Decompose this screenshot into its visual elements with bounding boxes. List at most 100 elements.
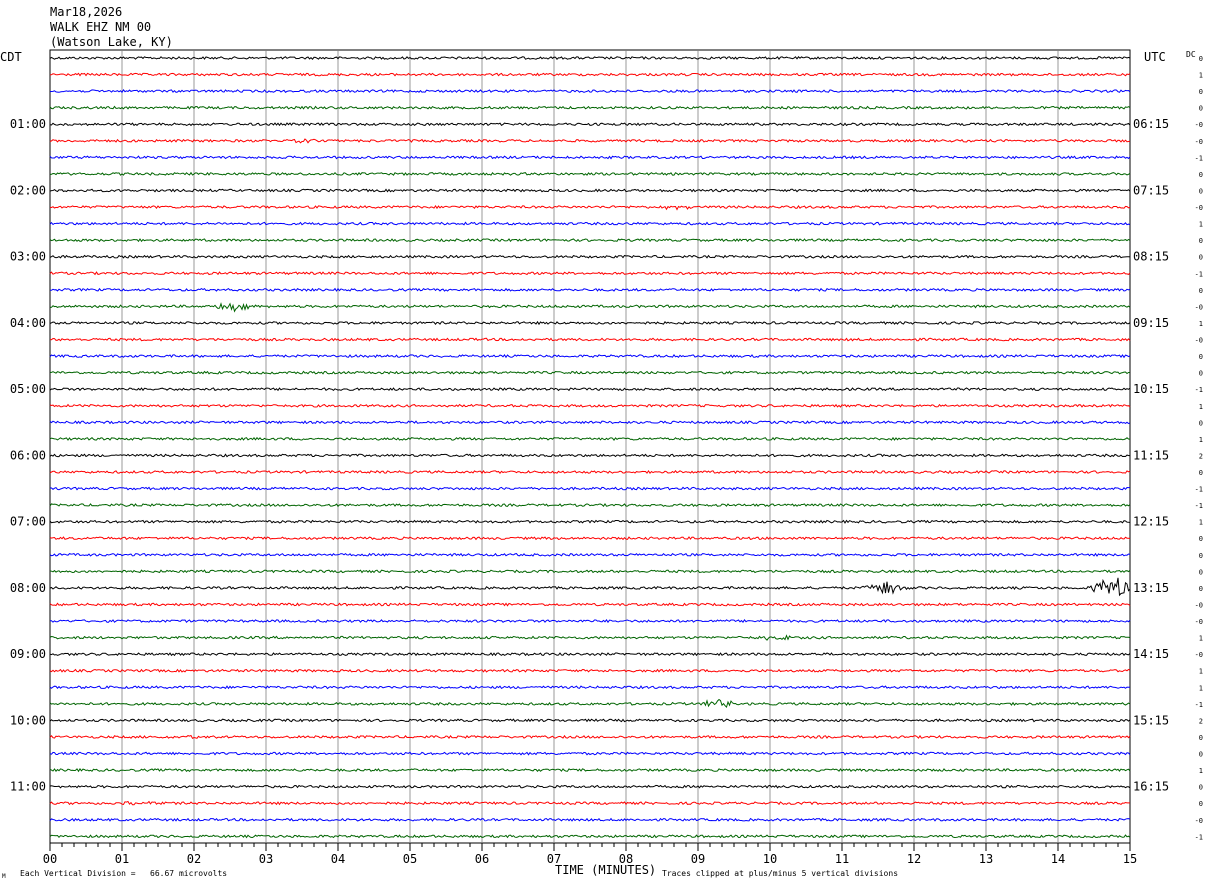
trace-line (49, 577, 1131, 597)
utc-hour-labels: 06:15 07:15 08:15 09:15 10:15 11:15 12:15 13:15… (1133, 117, 1169, 793)
trace-line (49, 469, 1131, 475)
trace-line (49, 287, 1131, 292)
header-date: Mar18,2026 (50, 5, 122, 19)
cdt-hour-label: 09:00 (10, 647, 46, 661)
utc-hour-label: 08:15 (1133, 250, 1169, 264)
x-axis-title: TIME (MINUTES) (555, 863, 656, 877)
utc-hour-label: 13:15 (1133, 581, 1169, 595)
trace-line (49, 155, 1131, 160)
dc-offset-label: 0 (1199, 353, 1203, 361)
dc-offset-label: -0 (1195, 204, 1203, 212)
dc-offset-label: 2 (1199, 717, 1203, 725)
dc-offset-label: 1 (1199, 519, 1203, 527)
dc-offset-label: 1 (1199, 635, 1203, 643)
plot-frame (49, 49, 1131, 844)
trace-line (49, 403, 1131, 408)
dc-offset-label: 0 (1199, 751, 1203, 759)
dc-offset-label: 0 (1199, 784, 1203, 792)
trace-line (49, 221, 1131, 226)
dc-label: DC (1186, 50, 1196, 59)
trace-line (49, 634, 1131, 641)
trace-line (49, 354, 1131, 359)
trace-line (49, 502, 1131, 508)
utc-hour-label: 15:15 (1133, 713, 1169, 727)
trace-line (49, 602, 1131, 607)
x-tick-label: 07 (547, 852, 561, 866)
trace-line (49, 254, 1131, 259)
trace-line (49, 453, 1131, 458)
trace-line (49, 238, 1131, 243)
footer-scale-text: Each Vertical Division = 66.67 microvolt… (20, 869, 227, 878)
utc-hour-label: 10:15 (1133, 382, 1169, 396)
trace-line (49, 718, 1131, 723)
trace-line (49, 751, 1131, 756)
time-axis: 00 01 02 03 04 05 06 07 08 09 10 11 12 13 14 15 (43, 843, 1137, 866)
trace-line (49, 320, 1131, 326)
trace-line (49, 387, 1131, 392)
right-timezone-label: UTC (1144, 50, 1166, 64)
cdt-hour-label: 11:00 (10, 780, 46, 794)
trace-line (49, 800, 1131, 806)
dc-offset-label: -1 (1195, 502, 1203, 510)
dc-offset-label: 0 (1199, 552, 1203, 560)
trace-line (49, 734, 1131, 739)
x-tick-label: 13 (979, 852, 993, 866)
trace-line (49, 768, 1131, 773)
utc-hour-label: 09:15 (1133, 316, 1169, 330)
dc-offset-label: 0 (1199, 734, 1203, 742)
x-tick-label: 15 (1123, 852, 1137, 866)
dc-offset-label: 1 (1199, 403, 1203, 411)
x-tick-label: 12 (907, 852, 921, 866)
left-timezone-label: CDT (0, 50, 22, 64)
dc-offset-label: 0 (1199, 254, 1203, 262)
dc-offset-label: 0 (1199, 535, 1203, 543)
x-tick-label: 00 (43, 852, 57, 866)
x-tick-label: 05 (403, 852, 417, 866)
utc-hour-label: 14:15 (1133, 647, 1169, 661)
trace-line (49, 55, 1131, 60)
x-tick-label: 08 (619, 852, 633, 866)
trace-line (49, 436, 1131, 441)
header-station: WALK EHZ NM 00 (50, 20, 151, 34)
x-tick-label: 01 (115, 852, 129, 866)
cdt-hour-label: 07:00 (10, 515, 46, 529)
trace-line (49, 171, 1131, 176)
footer-clip-text: Traces clipped at plus/minus 5 vertical … (662, 869, 898, 878)
minute-grid (49, 49, 1131, 844)
cdt-hour-label: 10:00 (10, 713, 46, 727)
dc-offset-label: 0 (1199, 800, 1203, 808)
trace-line (49, 89, 1131, 94)
dc-offset-label: 0 (1199, 419, 1203, 427)
x-tick-label: 10 (763, 852, 777, 866)
utc-hour-label: 11:15 (1133, 448, 1169, 462)
cdt-hour-label: 08:00 (10, 581, 46, 595)
cdt-hour-label: 06:00 (10, 448, 46, 462)
utc-hour-label: 07:15 (1133, 183, 1169, 197)
trace-line (49, 420, 1131, 425)
cdt-hour-labels: 01:00 02:00 03:00 04:00 05:00 06:00 07:00 08:00… (10, 117, 46, 793)
dc-offset-label: 1 (1199, 320, 1203, 328)
dc-offset-label: -1 (1195, 833, 1203, 841)
trace-line (50, 619, 1131, 624)
cdt-hour-label: 05:00 (10, 382, 46, 396)
dc-offset-label: 2 (1199, 452, 1203, 460)
dc-offset-label: -0 (1195, 618, 1203, 626)
trace-line (49, 834, 1131, 839)
trace-line (49, 370, 1130, 375)
dc-offset-label: -0 (1195, 601, 1203, 609)
trace-line (49, 138, 1131, 144)
dc-offset-label: -1 (1195, 701, 1203, 709)
trace-line (49, 536, 1131, 541)
x-tick-label: 06 (475, 852, 489, 866)
x-tick-label: 03 (259, 852, 273, 866)
dc-offset-label: 0 (1199, 287, 1203, 295)
trace-line (49, 122, 1131, 127)
dc-offset-label: 0 (1199, 105, 1203, 113)
utc-hour-label: 16:15 (1133, 780, 1169, 794)
corner-mark: M (2, 873, 6, 880)
trace-line (49, 668, 1131, 673)
dc-offset-label: 1 (1199, 72, 1203, 80)
trace-line (49, 652, 1131, 657)
dc-offset-label: 0 (1199, 370, 1203, 378)
